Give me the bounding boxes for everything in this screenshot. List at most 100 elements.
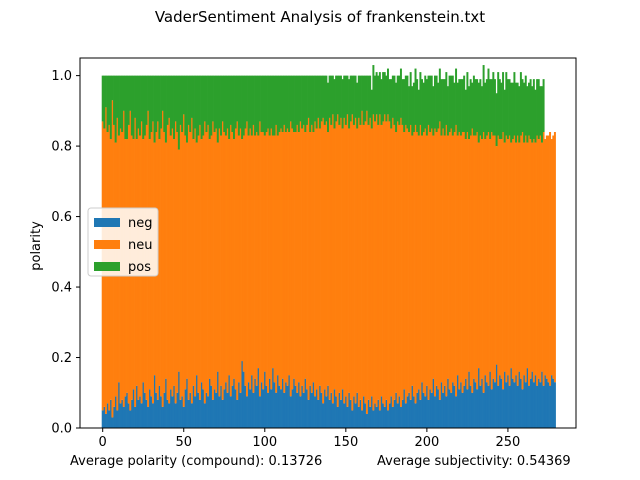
neg-bar [479, 385, 482, 428]
neg-bar [476, 389, 479, 428]
neg-bar [440, 382, 443, 428]
pos-bar [519, 72, 522, 136]
pos-bar [427, 75, 430, 125]
pos-bar [404, 75, 407, 125]
pos-bar [433, 75, 436, 129]
neg-bar [305, 389, 308, 428]
neg-bar [216, 371, 219, 428]
neg-bar [524, 382, 527, 428]
neu-bar [284, 132, 287, 383]
y-tick-label: 0.4 [51, 281, 72, 296]
neu-bar [270, 128, 273, 390]
neu-bar [414, 124, 417, 404]
neg-bar [134, 406, 137, 428]
pos-bar [349, 75, 352, 122]
neg-bar [202, 389, 205, 428]
neu-bar [448, 132, 451, 390]
pos-bar [343, 75, 346, 118]
neg-bar [448, 389, 451, 428]
neu-bar [429, 132, 432, 390]
neg-bar [176, 392, 179, 428]
neg-bar [228, 375, 231, 428]
neu-bar [158, 139, 161, 386]
pos-bar [388, 79, 391, 122]
pos-bar [422, 82, 425, 132]
pos-bar [153, 75, 156, 143]
pos-bar [529, 79, 532, 140]
neg-bar [103, 406, 106, 428]
neu-bar [257, 135, 260, 369]
neg-bar [365, 413, 368, 428]
pos-bar [284, 75, 287, 132]
pos-bar [511, 82, 514, 140]
pos-bar [117, 75, 120, 136]
neg-bar [506, 375, 509, 428]
neu-bar [338, 124, 341, 393]
neg-bar [435, 385, 438, 428]
neu-bar [289, 121, 292, 397]
pos-bar [270, 75, 273, 129]
pos-bar [503, 89, 506, 143]
neg-bar [148, 389, 151, 428]
neu-bar [443, 135, 446, 386]
neg-bar [356, 392, 359, 428]
y-tick-label: 1.0 [51, 69, 72, 84]
neg-bar [529, 378, 532, 428]
pos-bar [399, 68, 402, 118]
neu-bar [202, 135, 205, 390]
neg-bar [532, 382, 535, 428]
neu-bar [228, 139, 231, 376]
pos-bar [318, 75, 321, 129]
neu-bar [458, 132, 461, 390]
neg-bar [265, 385, 268, 428]
neu-bar [463, 132, 466, 386]
pos-bar [268, 75, 271, 136]
pos-bar [361, 75, 364, 111]
neu-bar [250, 135, 253, 376]
pos-bar [356, 82, 359, 129]
neg-bar [386, 410, 389, 428]
neg-bar [231, 385, 234, 428]
pos-bar [169, 75, 172, 136]
neu-bar [440, 135, 443, 383]
neg-bar [458, 389, 461, 428]
pos-bar [177, 75, 180, 150]
neu-bar [408, 132, 411, 393]
neg-bar [505, 382, 508, 428]
pos-bar [510, 82, 513, 143]
neg-bar [237, 382, 240, 428]
neg-bar [150, 396, 153, 428]
pos-bar [526, 86, 529, 143]
pos-bar [414, 68, 417, 125]
neu-bar [528, 135, 530, 386]
pos-bar [203, 75, 206, 122]
neu-bar [335, 121, 338, 397]
pos-bar [195, 75, 198, 143]
pos-bar [147, 75, 150, 111]
pos-bar [506, 79, 509, 140]
neu-bar [299, 121, 302, 397]
neu-bar [194, 128, 197, 397]
neg-bar [239, 392, 242, 428]
y-axis-label: polarity [29, 221, 44, 271]
pos-bar [382, 72, 385, 122]
pos-bar [378, 72, 381, 115]
pos-bar [228, 75, 231, 140]
neg-bar [109, 399, 112, 428]
neg-bar [140, 403, 143, 428]
neg-bar [382, 403, 385, 428]
neu-bar [356, 128, 359, 393]
pos-bar [380, 79, 383, 125]
neg-bar [495, 364, 498, 428]
pos-bar [419, 72, 422, 125]
neg-bar [241, 361, 244, 428]
pos-bar [359, 75, 362, 125]
pos-bar [344, 75, 347, 125]
neg-bar [374, 403, 376, 428]
pos-bar [164, 75, 167, 143]
neg-bar [185, 378, 188, 428]
neu-bar [336, 114, 339, 407]
pos-bar [286, 75, 289, 129]
neg-bar [194, 396, 197, 428]
pos-bar [187, 75, 190, 125]
